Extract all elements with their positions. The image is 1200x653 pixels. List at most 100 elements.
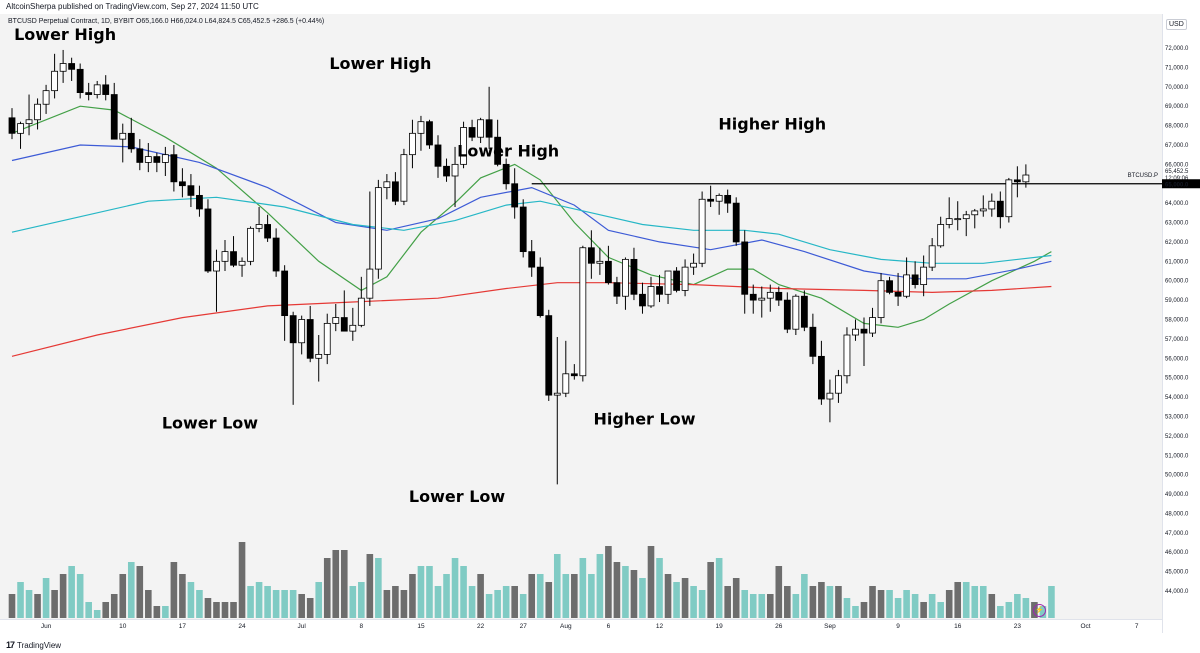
candle-body [110, 94, 118, 140]
price-tick-label: 48,000.0 [1165, 511, 1189, 517]
volume-bar [639, 578, 646, 618]
candle [127, 117, 135, 153]
candle [161, 146, 169, 176]
volume-bar [485, 594, 493, 618]
time-tick-label: 7 [1135, 623, 1139, 630]
candle [775, 286, 783, 306]
candle [911, 261, 919, 289]
candle [996, 191, 1004, 229]
candle-body [196, 194, 203, 210]
volume-bar [971, 586, 979, 618]
candle [920, 255, 928, 297]
price-tick-label: 72,000.0 [1165, 46, 1189, 52]
candle-body [374, 187, 382, 270]
candle [485, 86, 493, 149]
candle-body [962, 214, 970, 220]
candle-body [971, 210, 979, 216]
candle-body [85, 92, 93, 95]
candle [68, 57, 76, 81]
annotation-label: Higher Low [593, 410, 695, 429]
candle-body [570, 373, 578, 377]
candle [204, 199, 212, 273]
candle-body [613, 282, 621, 297]
volume-bar [204, 598, 212, 618]
candle-body [681, 266, 689, 291]
candle [519, 199, 527, 258]
candle [59, 49, 67, 83]
symbol-legend[interactable]: BTCUSD Perpetual Contract, 1D, BYBIT O65… [8, 18, 324, 25]
candle [622, 257, 629, 310]
candle [877, 272, 885, 324]
volume-bar [553, 554, 561, 618]
candle-body [622, 258, 629, 297]
volume-bar [25, 590, 33, 618]
volume-bar [835, 586, 842, 618]
volume-bar [937, 602, 944, 618]
price-tick-label: 44,000.0 [1165, 589, 1189, 595]
volume-bar [392, 586, 399, 618]
time-axis[interactable] [0, 619, 1162, 634]
candle [136, 139, 144, 171]
volume-bar [724, 586, 731, 618]
volume-bar [102, 602, 110, 618]
volume-bar [136, 566, 144, 618]
price-axis[interactable] [1162, 14, 1200, 633]
volume-bar [707, 562, 714, 618]
volume-bar [59, 574, 67, 618]
candle-body [928, 245, 936, 268]
candle [93, 80, 101, 99]
candle [409, 119, 416, 169]
candle-body [102, 84, 110, 95]
price-tick-label: 57,000.0 [1165, 337, 1189, 343]
candle-body [656, 286, 663, 295]
candle-body [502, 163, 510, 185]
volume-bar [281, 590, 288, 618]
candle-body [409, 132, 416, 156]
candle-body [306, 319, 314, 359]
volume-bar [468, 586, 476, 618]
candle-body [639, 293, 646, 307]
lightning-icon[interactable]: ⚡ [1033, 604, 1046, 617]
volume-bar [349, 586, 357, 618]
candle-body [400, 154, 408, 202]
candle [818, 340, 825, 405]
candle [187, 174, 195, 208]
candle [928, 238, 936, 272]
time-tick-label: 19 [716, 623, 724, 630]
candle [826, 379, 834, 423]
volume-bar [417, 566, 425, 618]
candle [102, 75, 110, 101]
candle [230, 236, 237, 268]
candle-body [323, 322, 331, 355]
volume-bar [809, 586, 817, 618]
candle [1013, 166, 1021, 198]
candle [247, 226, 254, 266]
candle-body [698, 198, 706, 264]
candle [144, 143, 152, 173]
candle-body [690, 262, 697, 268]
candle-body [76, 68, 84, 94]
candle-body [886, 280, 893, 293]
candle-body [596, 260, 604, 264]
time-tick-label: 6 [607, 623, 611, 630]
candle-body [238, 260, 246, 266]
candle-body [178, 181, 186, 187]
volume-bar [221, 602, 229, 618]
volume-bar [613, 562, 621, 618]
candle-body [775, 291, 783, 301]
volume-bar [732, 578, 740, 618]
volume-bar [196, 590, 203, 618]
volume-bar [681, 578, 689, 618]
volume-bar [460, 566, 467, 618]
volume-bar [8, 594, 16, 618]
candle-body [954, 218, 962, 221]
volume-bar [562, 574, 570, 618]
volume-bar [979, 586, 987, 618]
currency-button[interactable]: USD [1166, 19, 1187, 30]
candle-body [468, 127, 476, 138]
volume-bar [162, 606, 169, 618]
candle-body [34, 103, 41, 121]
candle-body [213, 260, 220, 272]
candle-body [894, 291, 902, 297]
volume-bar [588, 574, 595, 618]
